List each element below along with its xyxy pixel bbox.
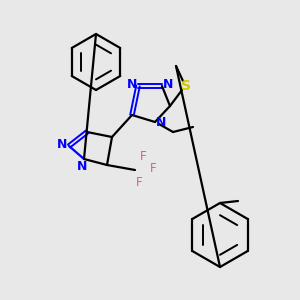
- Text: N: N: [127, 79, 137, 92]
- Text: F: F: [150, 161, 156, 175]
- Text: F: F: [136, 176, 142, 188]
- Text: N: N: [57, 139, 67, 152]
- Text: N: N: [77, 160, 87, 172]
- Text: S: S: [181, 79, 191, 93]
- Text: N: N: [163, 79, 173, 92]
- Text: N: N: [156, 116, 166, 130]
- Text: F: F: [140, 149, 146, 163]
